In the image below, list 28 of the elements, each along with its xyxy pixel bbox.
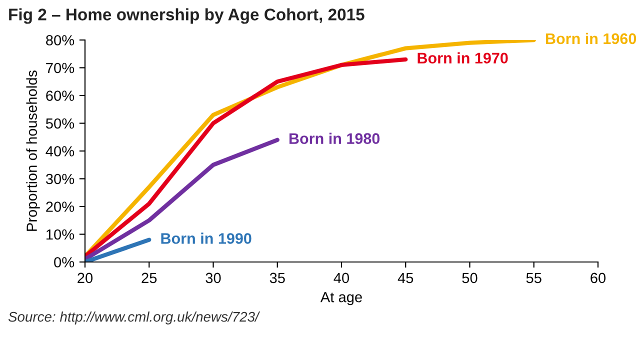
y-tick-label: 40%: [46, 146, 74, 156]
y-axis-title: Proportion of households: [26, 70, 40, 231]
x-tick-label: 40: [334, 272, 350, 284]
source-note: Source: http://www.cml.org.uk/news/723/: [8, 312, 260, 324]
x-tick-label: 45: [398, 272, 414, 284]
x-tick-label: 50: [462, 272, 478, 284]
x-tick-label: 55: [526, 272, 542, 284]
x-tick-label: 60: [590, 272, 606, 284]
chart-title: Fig 2 – Home ownership by Age Cohort, 2015: [9, 8, 364, 24]
y-tick-label: 20%: [46, 202, 74, 212]
series-label: Born in 1980: [290, 132, 380, 144]
series-label: Born in 1960: [546, 32, 636, 44]
x-axis-title: At age: [320, 292, 362, 306]
series-label: Born in 1990: [161, 232, 252, 244]
x-tick-label: 20: [78, 272, 93, 284]
y-tick-label: 60%: [46, 90, 74, 101]
y-tick-label: 10%: [46, 229, 74, 240]
y-tick-label: 30%: [46, 174, 74, 184]
y-tick-label: 80%: [46, 35, 74, 46]
x-tick-label: 25: [142, 272, 157, 284]
y-tick-label: 50%: [46, 118, 74, 129]
series-label: Born in 1970: [418, 52, 508, 64]
y-tick-label: 0%: [54, 257, 74, 268]
x-tick-label: 30: [206, 272, 221, 284]
line-series: [85, 138, 280, 262]
line-series: [85, 57, 408, 259]
y-tick-label: 70%: [46, 62, 74, 74]
x-tick-label: 35: [270, 272, 285, 284]
